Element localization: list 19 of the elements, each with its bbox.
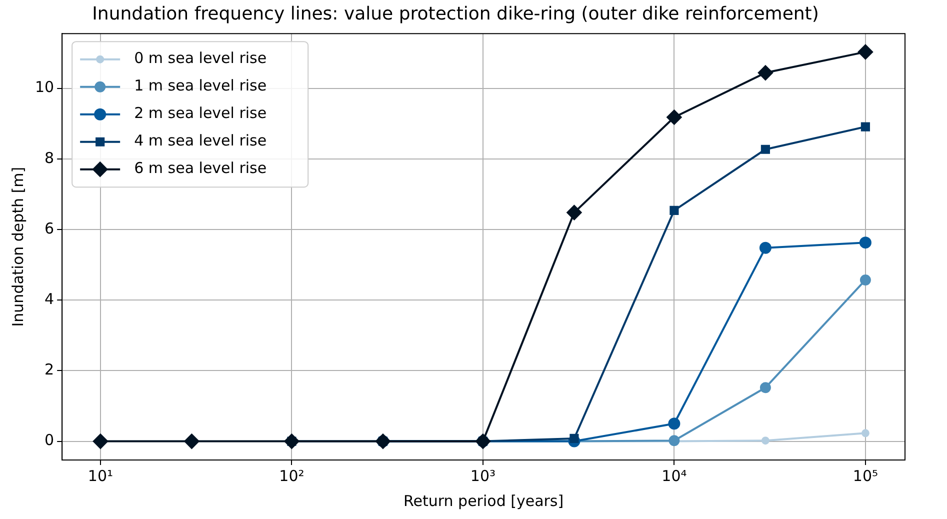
y-tick-label: 8 (44, 148, 54, 167)
legend-label: 1 m sea level rise (134, 76, 267, 95)
y-tick-label: 2 (44, 360, 54, 379)
y-tick-label: 0 (44, 431, 54, 450)
y-tick-label: 6 (44, 219, 54, 238)
legend-label: 0 m sea level rise (134, 49, 267, 68)
y-axis-title: Inundation depth [m] (8, 166, 27, 327)
x-tick-label: 10⁵ (852, 466, 878, 485)
legend-label: 2 m sea level rise (134, 104, 267, 122)
y-tick-label: 4 (44, 290, 54, 308)
legend-label: 6 m sea level rise (134, 159, 267, 178)
x-tick-label: 10¹ (88, 466, 114, 485)
chart-title: Inundation frequency lines: value protection dike-ring (outer dike reinforcement) (92, 3, 819, 24)
x-tick-label: 10⁴ (662, 466, 687, 485)
x-tick-label: 10³ (470, 466, 496, 485)
y-tick-label: 10 (34, 78, 54, 96)
x-tick-label: 10² (279, 466, 304, 485)
legend-label: 4 m sea level rise (134, 132, 267, 150)
x-axis-title: Return period [years] (404, 492, 564, 510)
